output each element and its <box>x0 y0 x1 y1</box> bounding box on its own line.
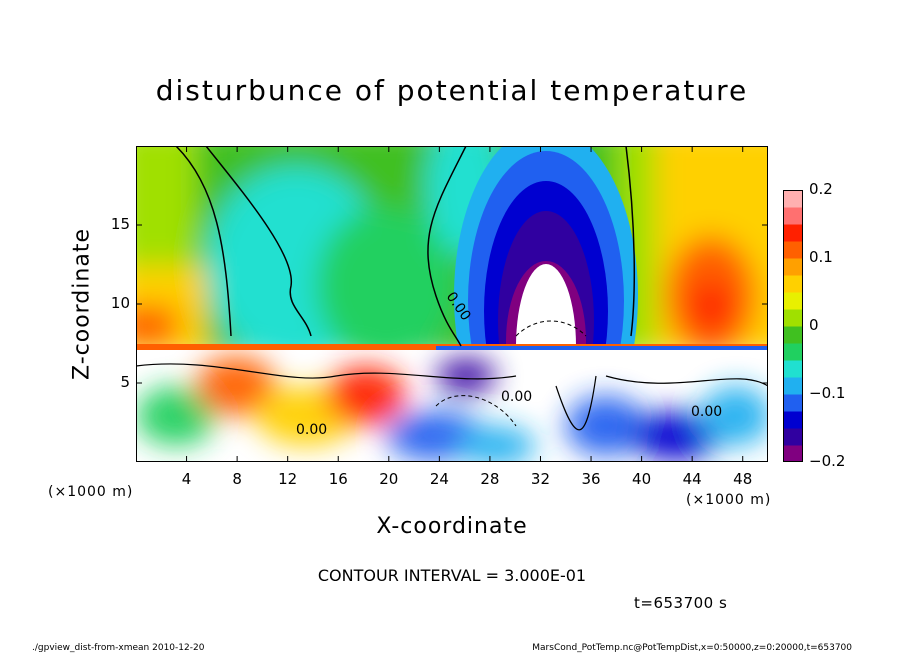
colorbar-tick-label: −0.2 <box>809 452 846 470</box>
x-tick-label: 36 <box>581 470 601 488</box>
x-unit-left: (×1000 m) <box>48 484 134 500</box>
colorbar-swatch <box>783 394 803 412</box>
colorbar-tick-label: −0.1 <box>809 384 846 402</box>
colorbar-swatch <box>783 377 803 395</box>
contour-label: 0.00 <box>691 404 722 420</box>
x-tick-label: 12 <box>278 470 298 488</box>
colorbar-swatch <box>783 292 803 310</box>
x-tick-label: 44 <box>682 470 702 488</box>
colorbar-frame <box>783 190 803 462</box>
colorbar-swatch <box>783 241 803 259</box>
colorbar-swatch <box>783 258 803 276</box>
y-tick-label: 10 <box>110 294 130 312</box>
x-tick-label: 16 <box>328 470 348 488</box>
x-tick-label: 24 <box>429 470 449 488</box>
x-axis-label: X-coordinate <box>376 514 528 539</box>
colorbar-swatch <box>783 326 803 344</box>
x-tick-label: 48 <box>733 470 753 488</box>
x-tick-label: 4 <box>181 470 192 488</box>
colorbar-swatch <box>783 428 803 446</box>
colorbar-swatch <box>783 445 803 462</box>
y-tick-label: 15 <box>110 215 130 233</box>
contour-label: 0.00 <box>296 422 327 438</box>
y-tick-label: 5 <box>120 373 130 391</box>
y-axis-label: Z-coordinate <box>69 228 95 380</box>
contour-interval: CONTOUR INTERVAL = 3.000E-01 <box>317 566 587 585</box>
colorbar-swatch <box>783 411 803 429</box>
x-tick-label: 32 <box>530 470 551 488</box>
x-tick-label: 40 <box>632 470 652 488</box>
colorbar-swatch <box>783 190 803 208</box>
chart-title: disturbunce of potential temperature <box>155 74 749 107</box>
contour-label: 0.00 <box>501 389 532 405</box>
colorbar-swatch <box>783 275 803 293</box>
colorbar-tick-label: 0.1 <box>809 248 833 266</box>
footer-left: ./gpview_dist-from-xmean 2010-12-20 <box>32 643 205 653</box>
colorbar-swatch <box>783 360 803 378</box>
colorbar <box>783 190 803 462</box>
x-tick-label: 28 <box>480 470 500 488</box>
colorbar-swatch <box>783 309 803 327</box>
colorbar-swatch <box>783 224 803 242</box>
x-tick-label: 8 <box>232 470 242 488</box>
colorbar-swatch <box>783 343 803 361</box>
heatmap-plot: 0.00 0.00 0.00 0.00 <box>136 146 768 462</box>
x-tick-label: 20 <box>379 470 399 488</box>
colorbar-tick-label: 0.2 <box>809 180 833 198</box>
x-unit-right: (×1000 m) <box>686 492 772 508</box>
colorbar-tick-label: 0 <box>809 316 819 334</box>
time-label: t=653700 s <box>634 594 728 612</box>
footer-right: MarsCond_PotTemp.nc@PotTempDist,x=0:5000… <box>532 643 852 653</box>
colorbar-swatch <box>783 207 803 225</box>
